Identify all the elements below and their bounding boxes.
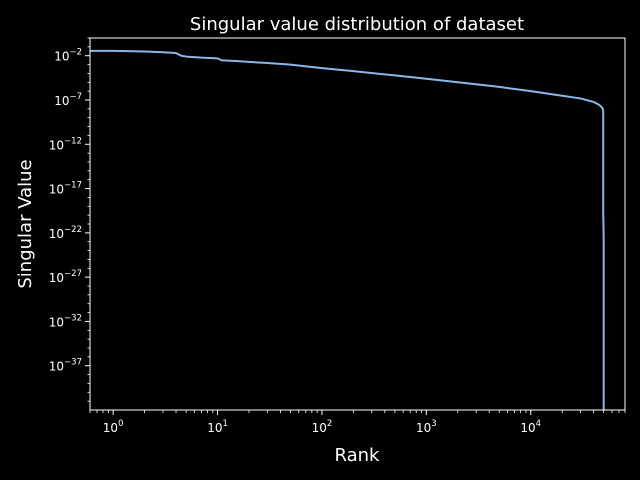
x-axis-label: Rank — [335, 445, 381, 466]
x-tick-label: 104 — [520, 419, 541, 435]
x-tick-label: 100 — [103, 419, 124, 435]
plot-area — [90, 49, 605, 410]
chart-title: Singular value distribution of dataset — [190, 14, 524, 35]
y-tick-label: 10−22 — [49, 225, 82, 241]
y-tick-label: 10−27 — [49, 269, 82, 285]
x-axis-ticks: 100 101 102 103 104 — [89, 410, 626, 435]
x-tick-label: 101 — [207, 419, 228, 435]
y-axis-ticks: 10−2 10−7 10−12 10−17 10−22 10−27 10−32 10−37 — [49, 37, 90, 402]
y-tick-label: 10−2 — [54, 48, 82, 64]
series-line — [90, 49, 605, 410]
x-tick-label: 102 — [312, 419, 333, 435]
y-tick-label: 10−17 — [49, 181, 82, 197]
y-tick-label: 10−32 — [49, 313, 82, 329]
x-tick-label: 103 — [416, 419, 437, 435]
y-tick-label: 10−37 — [49, 358, 82, 374]
y-tick-label: 10−7 — [54, 92, 82, 108]
y-tick-label: 10−12 — [49, 136, 82, 152]
y-axis-label: Singular Value — [15, 159, 36, 288]
